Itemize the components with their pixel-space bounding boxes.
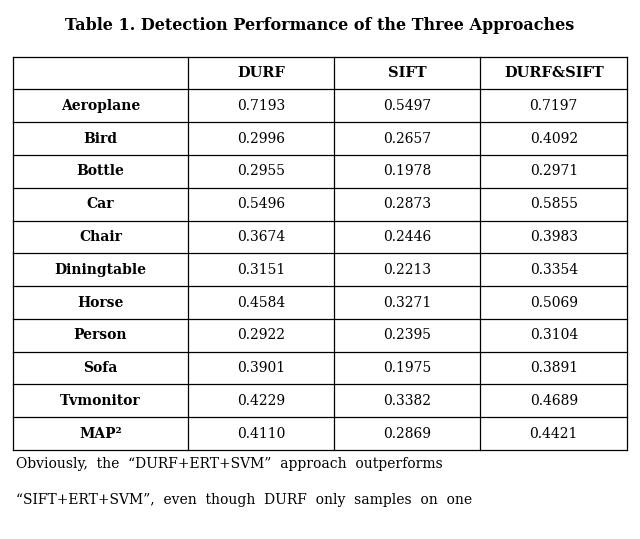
Text: 0.3354: 0.3354 (530, 262, 578, 277)
Text: 0.2213: 0.2213 (383, 262, 431, 277)
Text: 0.3382: 0.3382 (383, 394, 431, 408)
Text: 0.2869: 0.2869 (383, 427, 431, 441)
Text: DURF&SIFT: DURF&SIFT (504, 66, 604, 80)
Text: Bird: Bird (83, 132, 117, 146)
Text: Person: Person (74, 328, 127, 342)
Text: 0.5497: 0.5497 (383, 99, 431, 113)
Text: 0.4092: 0.4092 (530, 132, 578, 146)
Text: 0.3901: 0.3901 (237, 361, 285, 375)
Text: Table 1. Detection Performance of the Three Approaches: Table 1. Detection Performance of the Th… (65, 17, 575, 34)
Text: 0.2922: 0.2922 (237, 328, 285, 342)
Text: 0.2657: 0.2657 (383, 132, 431, 146)
Text: 0.2996: 0.2996 (237, 132, 285, 146)
Text: Car: Car (86, 197, 114, 211)
Text: 0.3674: 0.3674 (237, 230, 285, 244)
Text: Diningtable: Diningtable (54, 262, 147, 277)
Text: Obviously,  the  “DURF+ERT+SVM”  approach  outperforms: Obviously, the “DURF+ERT+SVM” approach o… (16, 457, 443, 471)
Text: Aeroplane: Aeroplane (61, 99, 140, 113)
Text: 0.3151: 0.3151 (237, 262, 285, 277)
Text: 0.4584: 0.4584 (237, 295, 285, 309)
Text: 0.5496: 0.5496 (237, 197, 285, 211)
Text: 0.4229: 0.4229 (237, 394, 285, 408)
Text: 0.3983: 0.3983 (530, 230, 578, 244)
Text: 0.7197: 0.7197 (529, 99, 578, 113)
Text: Tvmonitor: Tvmonitor (60, 394, 141, 408)
Text: 0.2873: 0.2873 (383, 197, 431, 211)
Text: 0.4110: 0.4110 (237, 427, 285, 441)
Text: 0.5069: 0.5069 (530, 295, 578, 309)
Text: 0.4421: 0.4421 (529, 427, 578, 441)
Text: 0.7193: 0.7193 (237, 99, 285, 113)
Text: DURF: DURF (237, 66, 285, 80)
Text: Bottle: Bottle (76, 164, 124, 178)
Text: Chair: Chair (79, 230, 122, 244)
Text: “SIFT+ERT+SVM”,  even  though  DURF  only  samples  on  one: “SIFT+ERT+SVM”, even though DURF only sa… (16, 493, 472, 507)
Text: 0.2971: 0.2971 (530, 164, 578, 178)
Text: 0.2446: 0.2446 (383, 230, 431, 244)
Text: 0.2955: 0.2955 (237, 164, 285, 178)
Text: 0.2395: 0.2395 (383, 328, 431, 342)
Text: Sofa: Sofa (83, 361, 118, 375)
Text: 0.3104: 0.3104 (530, 328, 578, 342)
Text: 0.5855: 0.5855 (530, 197, 578, 211)
Text: 0.4689: 0.4689 (530, 394, 578, 408)
Text: 0.1975: 0.1975 (383, 361, 431, 375)
Text: Horse: Horse (77, 295, 124, 309)
Text: SIFT: SIFT (388, 66, 426, 80)
Text: 0.3271: 0.3271 (383, 295, 431, 309)
Text: 0.3891: 0.3891 (530, 361, 578, 375)
Text: MAP²: MAP² (79, 427, 122, 441)
Text: 0.1978: 0.1978 (383, 164, 431, 178)
